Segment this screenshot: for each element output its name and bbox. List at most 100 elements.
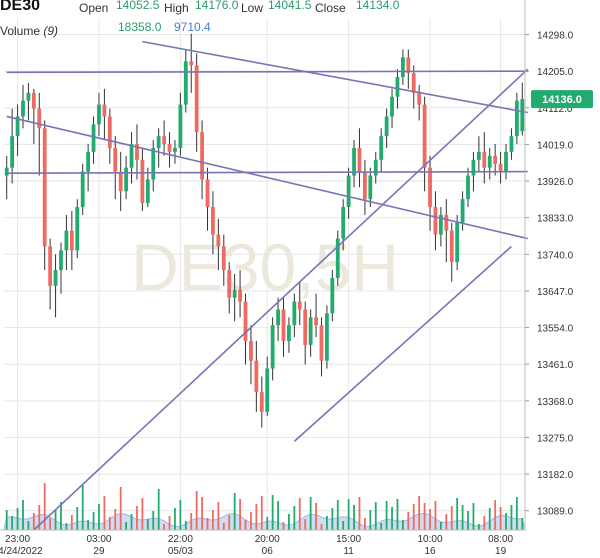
volume-bar [309,497,312,530]
volume-bar [11,516,14,530]
volume-bar [521,518,524,530]
candle-body [238,289,242,302]
volume-bar [499,507,502,530]
candle-body [145,179,150,204]
last-price-tag-box [531,90,593,109]
candle-body [21,100,25,117]
volume-bar [212,510,214,530]
volume-bar [81,485,84,530]
volume-bar [157,489,160,530]
candle-body [31,92,36,109]
candle-body [75,207,80,251]
candle-body [476,151,481,160]
volume-bar [201,497,203,530]
volume-bar [228,515,231,530]
candle-body [341,207,346,239]
volume-bar [342,521,345,530]
volume-bar [217,502,220,530]
volume-bar [114,509,117,530]
candle-body [363,171,367,200]
volume-bar [92,512,95,530]
candle-body [444,214,449,231]
candle-body [411,73,416,93]
candle-body [97,104,101,125]
volume-indicator-label: Volume (9) [0,24,58,38]
volume-bar [315,503,317,530]
trendline [33,68,529,531]
candle-body [325,313,329,361]
volume-bar [5,510,8,530]
volume-bar [385,501,388,530]
volume-bar [250,512,252,530]
volume-bar [87,520,90,530]
volume-bar [456,498,459,530]
candle-body [498,163,503,172]
y-tick-label: 13182.0 [537,470,574,481]
candle-body [167,144,172,152]
volume-bar [477,524,480,530]
candle-body [276,309,280,326]
candle-body [482,151,487,168]
volume-bar [244,520,247,530]
volume-bar [304,519,307,530]
volume-bar [271,495,274,530]
x-tick-label: 15:00 [336,534,361,545]
volume-bar [16,508,19,530]
y-tick-label: 14112.0 [537,104,573,115]
volume-bar [320,524,323,530]
y-tick-label: 14205.0 [537,67,574,78]
candle-body [466,175,470,200]
volume-bar [65,523,68,530]
candle-body [86,151,91,172]
volume-bar [206,518,209,530]
volume-bar [434,501,437,530]
candle-series [4,33,525,428]
volume-bar [32,513,35,530]
candle-body [287,325,291,341]
candle-body [514,100,519,137]
candle-body [406,57,411,74]
candle-body [91,124,96,152]
volume-bar [179,500,182,530]
x-tick-date-label: 11 [343,546,354,557]
candle-body [26,92,31,101]
x-tick-label: 03:00 [86,534,111,545]
candle-body [102,104,107,117]
y-tick-label: 14298.0 [537,31,574,42]
low-label: Low [241,1,264,15]
candle-body [449,230,454,263]
volume-bar [146,519,149,530]
trendlines[interactable] [6,40,529,531]
volume-bar [467,511,469,530]
close-label: Close [315,1,346,15]
chart-grid [4,18,525,530]
volume-bar [494,500,497,530]
volume-bar [418,496,421,530]
volume-bar [168,516,171,530]
candle-body [107,116,112,148]
volume-bar [119,487,122,530]
trendline [6,115,528,240]
candle-body [124,167,129,192]
high-label: High [164,1,189,15]
volume-bar [331,508,334,530]
volume-bar [407,512,410,530]
volume-bar [347,499,350,530]
candle-body [37,108,42,129]
candle-body [80,171,85,208]
volume-bar [163,524,165,530]
candle-body [200,132,204,180]
candle-body [183,61,188,105]
candle-body [162,136,166,145]
volume-bar [43,483,46,530]
candle-body [504,151,508,172]
price-axis[interactable]: 14298.0 14205.0 14112.0 14019.0 13926.0 13833… [524,0,574,530]
volume-bar [364,518,366,530]
candle-body [417,92,422,105]
volume-bar [374,502,377,530]
candle-body [390,96,394,117]
close-value: 14134.0 [356,0,400,12]
volume-ma-value: 9710.4 [174,20,211,34]
